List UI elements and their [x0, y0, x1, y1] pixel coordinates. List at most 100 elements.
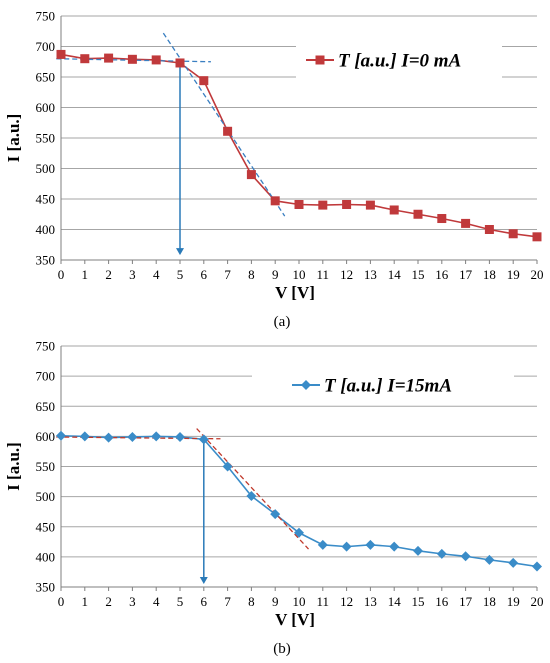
- data-point: [342, 199, 352, 209]
- data-point: [223, 126, 233, 136]
- data-point: [413, 545, 423, 556]
- data-point: [246, 491, 257, 502]
- y-tick-label: 550: [36, 131, 56, 146]
- y-tick-label: 750: [36, 339, 56, 354]
- data-point: [437, 214, 447, 224]
- y-tick-label: 350: [36, 580, 56, 595]
- y-tick-label: 600: [36, 100, 56, 115]
- x-tick-label: 0: [58, 267, 65, 282]
- data-point: [413, 209, 423, 219]
- x-tick-label: 6: [201, 594, 208, 609]
- x-tick-label: 14: [388, 594, 402, 609]
- legend-marker: [315, 55, 325, 65]
- x-tick-label: 13: [364, 267, 377, 282]
- y-tick-label: 650: [36, 399, 56, 414]
- x-axis-title: V [V]: [275, 283, 315, 302]
- x-tick-label: 15: [412, 594, 425, 609]
- data-point: [365, 539, 376, 550]
- data-point: [317, 539, 328, 550]
- data-point: [151, 431, 162, 442]
- y-tick-label: 500: [36, 489, 56, 504]
- x-tick-label: 7: [224, 594, 231, 609]
- data-point: [270, 196, 280, 206]
- x-tick-label: 2: [105, 594, 112, 609]
- x-tick-label: 12: [340, 267, 353, 282]
- data-point: [484, 554, 495, 565]
- y-tick-label: 750: [36, 9, 56, 24]
- x-tick-label: 10: [293, 594, 306, 609]
- y-tick-label: 600: [36, 429, 56, 444]
- x-tick-label: 17: [459, 594, 473, 609]
- x-tick-label: 4: [153, 594, 160, 609]
- y-tick-label: 400: [36, 549, 56, 564]
- data-point: [56, 430, 66, 441]
- data-point: [294, 527, 304, 538]
- x-tick-label: 1: [82, 594, 89, 609]
- data-point: [508, 557, 519, 568]
- x-tick-label: 6: [201, 267, 208, 282]
- data-point: [294, 199, 304, 209]
- legend-label: T [a.u.] I=15mA: [324, 376, 452, 397]
- data-point: [461, 218, 471, 228]
- data-point: [532, 561, 542, 572]
- x-tick-label: 11: [317, 267, 330, 282]
- x-tick-label: 17: [459, 267, 473, 282]
- data-point: [127, 54, 137, 64]
- y-axis-title: I [a.u.]: [4, 442, 23, 491]
- data-point: [80, 54, 90, 64]
- x-tick-label: 20: [531, 594, 544, 609]
- panel-caption: (b): [273, 641, 291, 657]
- y-tick-label: 500: [36, 161, 56, 176]
- x-tick-label: 11: [317, 594, 330, 609]
- legend-label: T [a.u.] I=0 mA: [338, 51, 461, 72]
- y-tick-label: 700: [36, 39, 56, 54]
- data-point: [389, 205, 399, 215]
- data-point: [199, 76, 209, 86]
- x-tick-label: 4: [153, 267, 160, 282]
- series-line: [60, 434, 538, 568]
- x-axis-title: V [V]: [275, 610, 315, 629]
- arrow-head: [199, 576, 208, 584]
- x-tick-label: 8: [248, 267, 255, 282]
- x-tick-label: 18: [483, 267, 496, 282]
- x-tick-label: 0: [58, 594, 65, 609]
- x-tick-label: 13: [364, 594, 377, 609]
- y-tick-label: 700: [36, 369, 56, 384]
- data-point: [222, 461, 233, 472]
- x-tick-label: 3: [129, 267, 136, 282]
- data-point: [79, 431, 90, 442]
- x-tick-label: 19: [507, 594, 520, 609]
- data-point: [56, 49, 66, 59]
- data-point: [389, 541, 400, 552]
- legend-marker: [301, 380, 311, 390]
- data-point: [318, 200, 328, 210]
- y-tick-label: 450: [36, 519, 56, 534]
- x-tick-label: 16: [435, 267, 449, 282]
- tangent-line: [196, 428, 309, 550]
- data-point: [103, 432, 114, 443]
- x-tick-label: 9: [272, 594, 279, 609]
- data-point: [460, 551, 471, 562]
- x-tick-label: 16: [435, 594, 449, 609]
- x-tick-label: 20: [531, 267, 544, 282]
- data-point: [341, 541, 352, 552]
- data-point: [365, 200, 375, 210]
- x-tick-label: 10: [293, 267, 306, 282]
- data-point: [151, 55, 161, 65]
- x-tick-label: 8: [248, 594, 255, 609]
- series-line: [60, 53, 538, 238]
- x-tick-label: 3: [129, 594, 136, 609]
- arrow-head: [176, 248, 184, 256]
- data-point: [436, 548, 447, 559]
- y-tick-label: 650: [36, 70, 56, 85]
- data-point: [175, 58, 185, 68]
- y-tick-label: 450: [36, 192, 56, 207]
- y-tick-label: 350: [36, 253, 56, 268]
- data-point: [484, 225, 494, 234]
- x-tick-label: 5: [177, 267, 184, 282]
- data-point: [127, 431, 138, 442]
- legend-background: [252, 372, 514, 404]
